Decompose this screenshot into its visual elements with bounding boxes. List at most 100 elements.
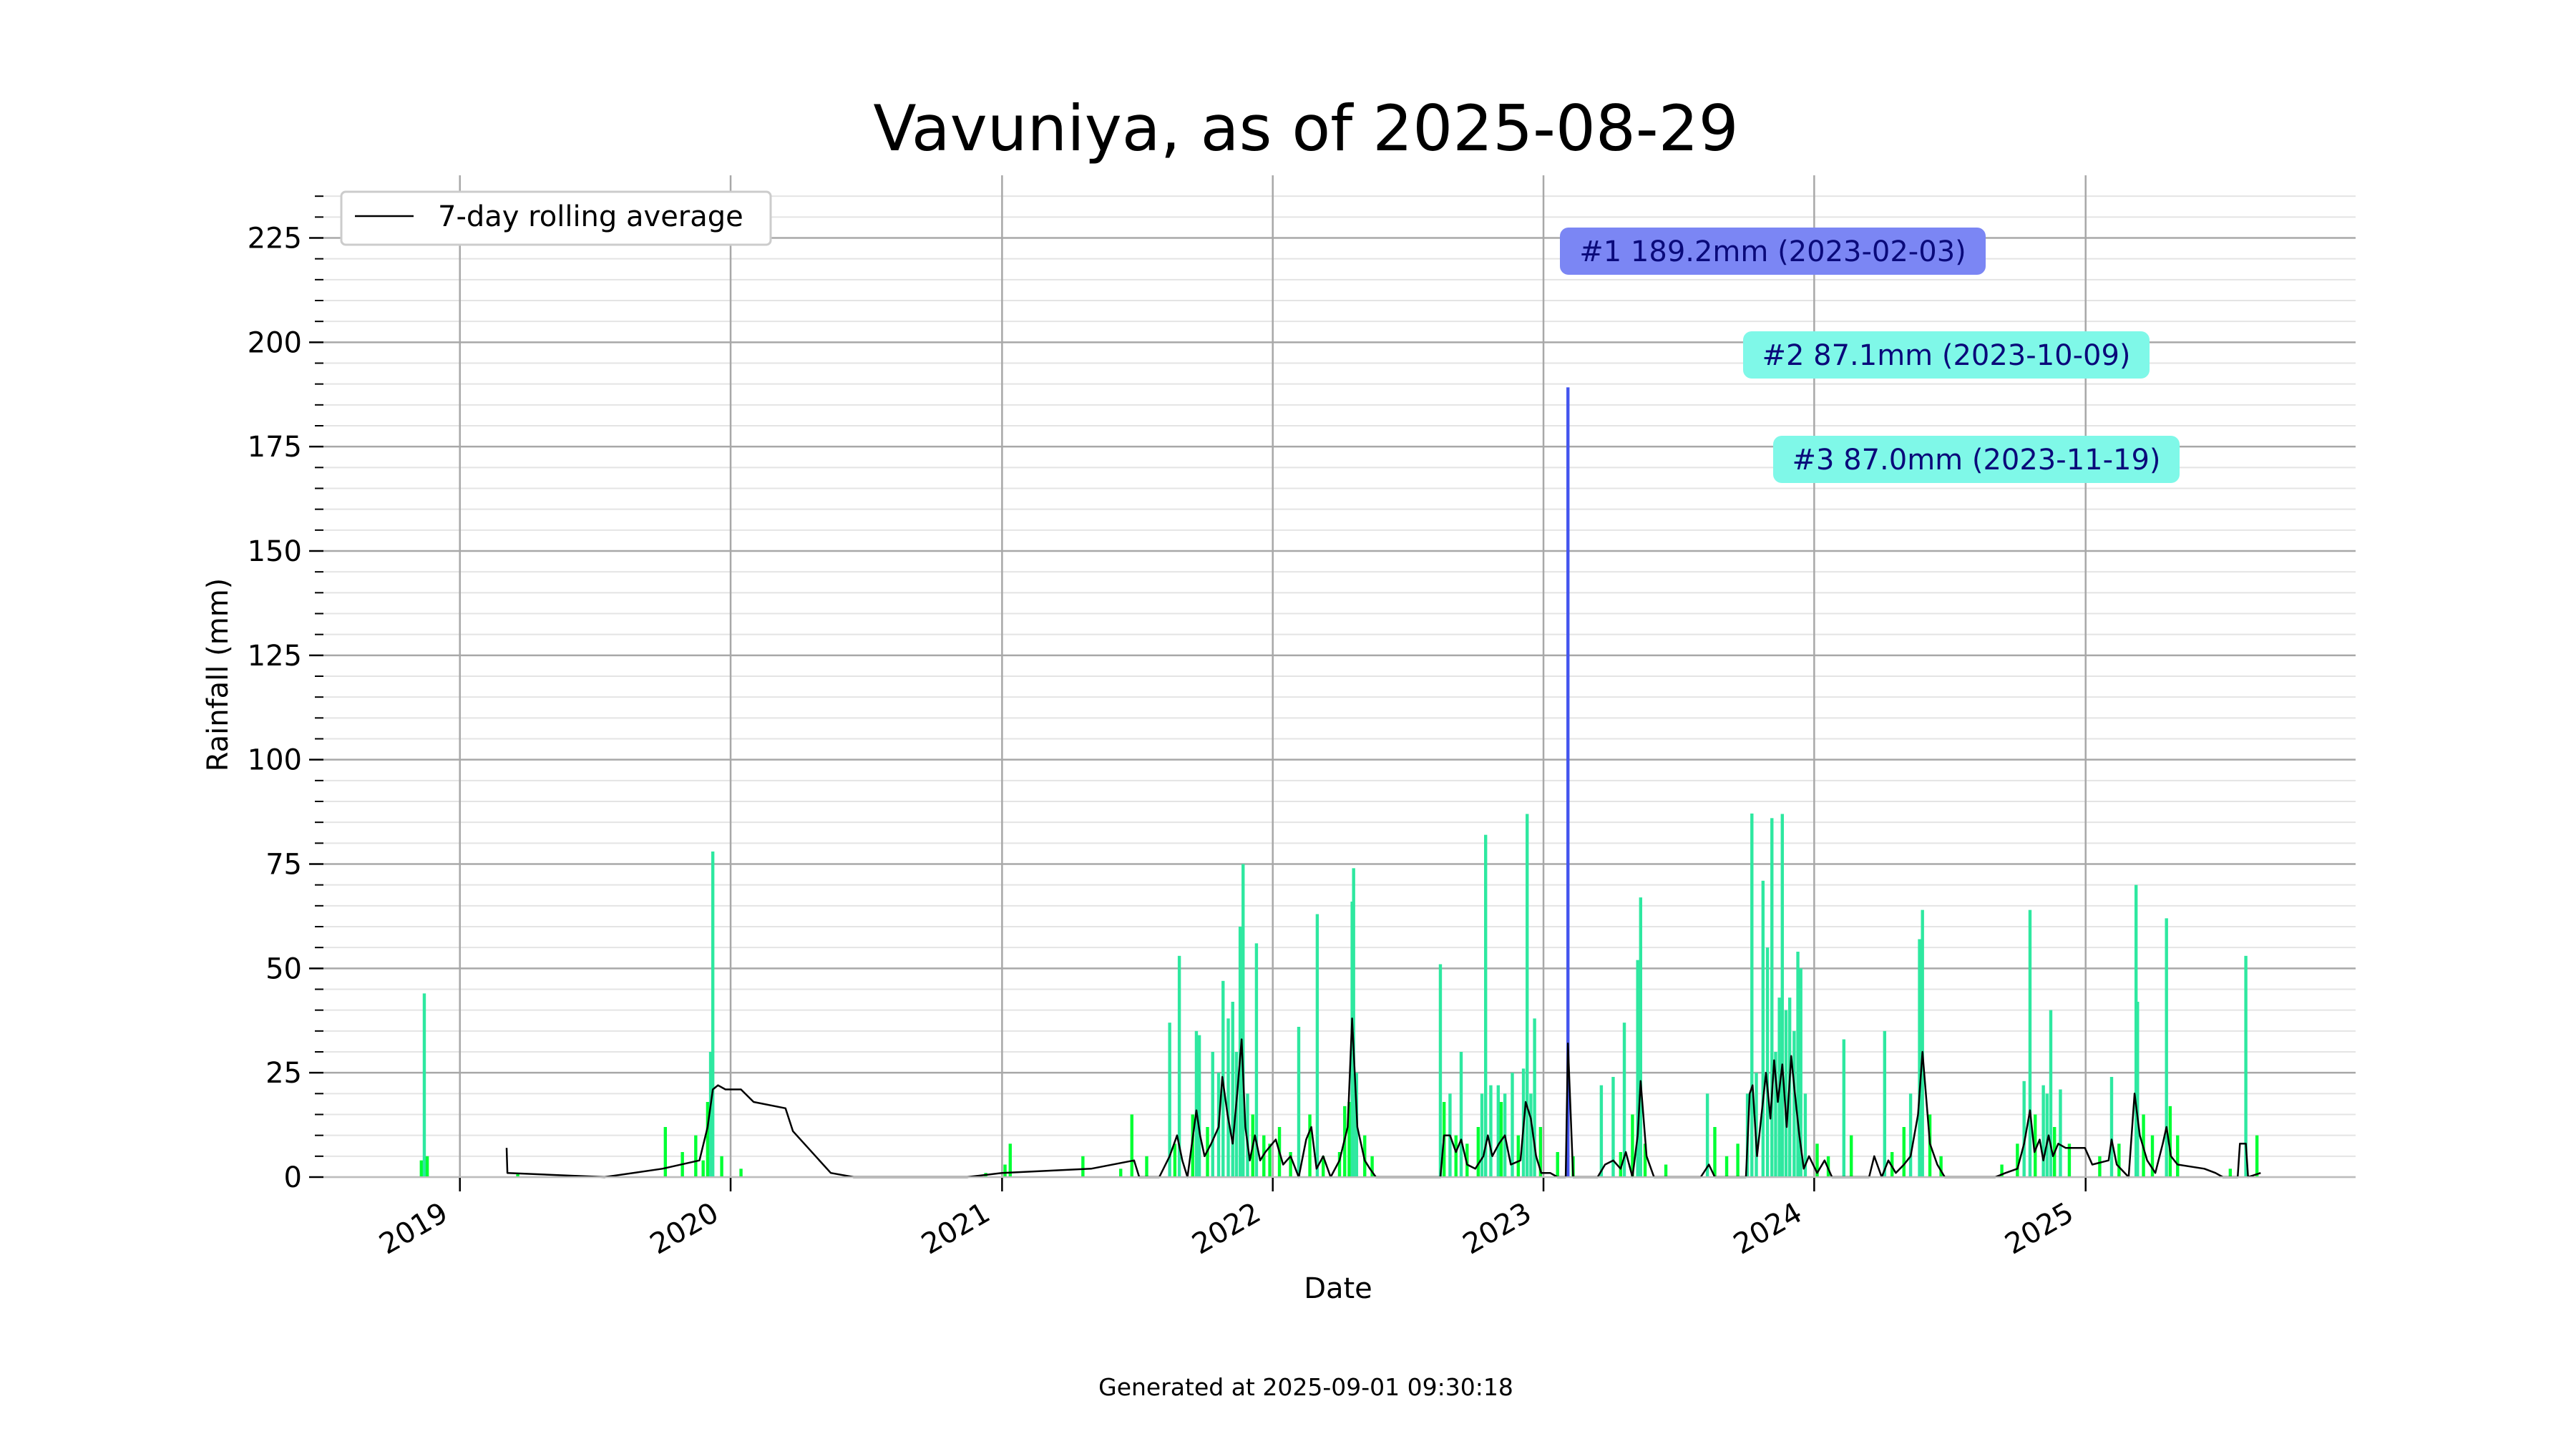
y-tick-label: 125 bbox=[248, 640, 302, 673]
rain-bar bbox=[2000, 1164, 2004, 1177]
rain-bar bbox=[1556, 1152, 1559, 1177]
rain-bar bbox=[1815, 1143, 1819, 1177]
rain-bar bbox=[2136, 1002, 2140, 1177]
rain-bar bbox=[1145, 1156, 1148, 1177]
rain-bar bbox=[1796, 952, 1800, 1177]
rain-bar bbox=[1321, 1156, 1325, 1177]
x-tick-label: 2019 bbox=[374, 1196, 454, 1262]
rain-bar bbox=[2041, 1085, 2045, 1177]
rain-bar bbox=[516, 1173, 519, 1177]
rain-bar bbox=[1842, 1039, 1846, 1177]
x-tick-label: 2025 bbox=[2000, 1196, 2079, 1262]
rain-bar bbox=[2045, 1093, 2049, 1177]
rain-bar bbox=[1774, 1052, 1777, 1177]
y-tick-label: 150 bbox=[248, 535, 302, 568]
rain-bar bbox=[2067, 1143, 2072, 1177]
rain-bar bbox=[1489, 1085, 1493, 1177]
rain-bar bbox=[706, 1102, 710, 1177]
rain-bar bbox=[720, 1156, 723, 1177]
annotation-label: #2 87.1mm (2023-10-09) bbox=[1762, 339, 2130, 372]
rain-bar bbox=[2255, 1135, 2259, 1177]
rain-bar bbox=[1480, 1093, 1484, 1177]
rain-bar bbox=[1849, 1135, 1853, 1177]
rain-bar bbox=[1177, 955, 1181, 1177]
rain-bar bbox=[1194, 1030, 1199, 1177]
rain-bar bbox=[1337, 1152, 1342, 1177]
rain-bar bbox=[1533, 1018, 1536, 1177]
legend-label: 7-day rolling average bbox=[438, 200, 743, 233]
x-tick-label: 2024 bbox=[1728, 1196, 1807, 1262]
rain-bar bbox=[2016, 1143, 2019, 1177]
rain-bar bbox=[2244, 955, 2248, 1177]
rain-bar bbox=[1770, 818, 1774, 1177]
rain-bar bbox=[2228, 1169, 2233, 1177]
rain-bar bbox=[1231, 1002, 1234, 1177]
rain-bar bbox=[1780, 814, 1784, 1177]
rain-bar bbox=[425, 1156, 429, 1177]
legend-box bbox=[340, 190, 772, 246]
rain-bar bbox=[1529, 1093, 1533, 1177]
rain-bar bbox=[1241, 864, 1245, 1177]
rain-bar bbox=[1611, 1077, 1615, 1177]
bars-layer bbox=[419, 387, 2259, 1178]
rain-bar bbox=[2022, 1080, 2026, 1177]
x-tick-label: 2022 bbox=[1187, 1196, 1267, 1262]
rain-bar bbox=[1465, 1143, 1469, 1177]
annotation-layer: #1 189.2mm (2023-02-03) #2 87.1mm (2023-1… bbox=[1560, 228, 2180, 483]
rain-bar bbox=[1315, 914, 1319, 1177]
rain-bar bbox=[1890, 1152, 1894, 1177]
rain-bar bbox=[1664, 1164, 1668, 1177]
rain-bar bbox=[2176, 1135, 2180, 1177]
rain-bar bbox=[1705, 1093, 1709, 1177]
rain-bar bbox=[2034, 1114, 2037, 1177]
rain-bar bbox=[1643, 1143, 1647, 1177]
rain-bar bbox=[1566, 387, 1570, 1178]
rain-bar bbox=[701, 1160, 705, 1177]
rain-bar bbox=[1008, 1143, 1012, 1177]
rain-bar bbox=[2109, 1077, 2114, 1177]
rain-bar bbox=[1347, 1102, 1351, 1177]
rain-bar bbox=[1262, 1135, 1266, 1177]
y-tick-label: 200 bbox=[248, 326, 302, 359]
rain-bar bbox=[419, 1160, 424, 1177]
annotation-box bbox=[1743, 331, 2150, 379]
rain-bar bbox=[1622, 1023, 1626, 1177]
rain-bar bbox=[2165, 918, 2168, 1177]
annotation-box bbox=[1560, 228, 1986, 275]
x-tick-label: 2023 bbox=[1458, 1196, 1537, 1262]
rain-bar bbox=[1761, 880, 1765, 1177]
rain-bar bbox=[1599, 1085, 1604, 1177]
rain-bar bbox=[1799, 968, 1802, 1177]
rain-bar bbox=[1454, 1135, 1458, 1177]
rain-bar bbox=[2150, 1135, 2155, 1177]
rain-bar bbox=[1168, 1023, 1171, 1177]
rain-bar bbox=[1792, 1030, 1796, 1177]
annotation-label: #1 189.2mm (2023-02-03) bbox=[1579, 235, 1966, 268]
rain-bar bbox=[1803, 1093, 1807, 1177]
legend[interactable]: 7-day rolling average bbox=[340, 190, 772, 246]
rain-bar bbox=[1736, 1143, 1740, 1177]
rain-bar bbox=[1883, 1030, 1887, 1177]
rain-bar bbox=[1538, 1127, 1543, 1177]
rain-bar bbox=[1483, 834, 1488, 1177]
rain-bar bbox=[1476, 1127, 1480, 1177]
y-tick-label: 50 bbox=[265, 952, 302, 985]
rain-bar bbox=[1254, 943, 1259, 1177]
y-tick-label: 175 bbox=[248, 431, 302, 464]
rain-bar bbox=[711, 852, 715, 1177]
rain-bar bbox=[1370, 1156, 1374, 1177]
y-axis-label: Rainfall (mm) bbox=[202, 578, 235, 772]
y-tick-label: 100 bbox=[248, 744, 302, 777]
rain-bar bbox=[1352, 868, 1355, 1177]
rain-bar bbox=[1363, 1135, 1367, 1177]
rain-bar bbox=[1119, 1169, 1123, 1177]
rain-bar bbox=[2117, 1143, 2121, 1177]
rain-bar bbox=[2059, 1089, 2062, 1177]
x-tick-label: 2021 bbox=[916, 1196, 995, 1262]
rain-bar bbox=[1191, 1114, 1194, 1177]
rain-bar bbox=[422, 993, 426, 1177]
rain-bar bbox=[1130, 1114, 1133, 1177]
rain-bar bbox=[1226, 1018, 1230, 1177]
line-layer bbox=[505, 1018, 2261, 1179]
